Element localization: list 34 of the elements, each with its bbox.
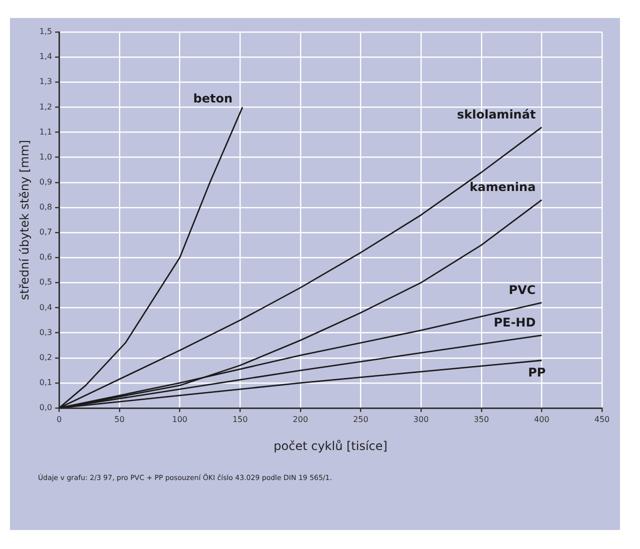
y-tick-label: 0,4 [39, 302, 52, 312]
y-tick-label: 0,6 [39, 252, 52, 262]
y-axis-title: střední úbytek stěny [mm] [17, 140, 32, 300]
x-tick-label: 450 [594, 414, 610, 424]
series-label: PVC [508, 282, 536, 297]
y-tick-label: 1,1 [39, 127, 52, 136]
x-tick-label: 0 [56, 414, 62, 424]
series-label: beton [193, 91, 232, 106]
x-tick-label: 50 [114, 414, 125, 424]
y-tick-label: 0,2 [39, 352, 52, 362]
x-tick-label: 100 [172, 414, 188, 424]
series-label: PP [528, 366, 546, 380]
series-label: sklolaminát [456, 107, 536, 122]
x-tick-label: 400 [534, 414, 550, 424]
y-tick-label: 0,1 [39, 378, 52, 388]
y-tick-label: 0,7 [39, 228, 52, 237]
x-tick-label: 350 [474, 414, 489, 424]
y-tick-label: 0,0 [39, 403, 52, 412]
y-tick-label: 0,8 [39, 202, 52, 212]
x-axis-title: počet cyklů [tisíce] [274, 438, 388, 453]
y-tick-label: 1,5 [39, 27, 52, 36]
y-tick-label: 0,9 [39, 177, 52, 186]
x-tick-label: 150 [232, 414, 248, 424]
x-tick-label: 250 [353, 414, 368, 424]
series-label: kamenina [470, 180, 536, 194]
y-tick-label: 1,2 [39, 102, 52, 112]
y-tick-label: 1,0 [39, 152, 52, 162]
y-tick-label: 1,4 [39, 52, 52, 62]
x-tick-label: 300 [413, 414, 429, 424]
y-tick-label: 1,3 [39, 77, 52, 86]
y-tick-label: 0,5 [39, 278, 52, 287]
y-tick-label: 0,3 [39, 328, 52, 337]
series-label: PE-HD [494, 315, 536, 330]
x-tick-label: 200 [292, 414, 308, 424]
